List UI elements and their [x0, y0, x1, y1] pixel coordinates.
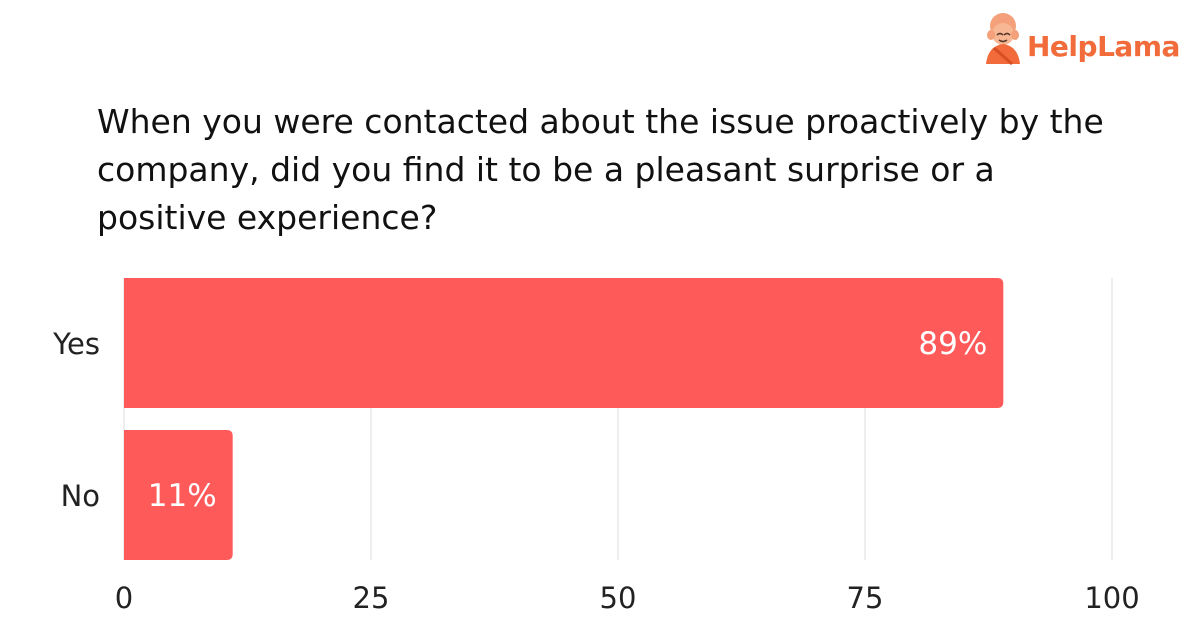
chart-title-line: company, did you find it to be a pleasan…	[97, 150, 995, 189]
bar	[124, 278, 1004, 408]
brand-logo	[986, 13, 1020, 66]
x-tick-label: 100	[1084, 581, 1139, 615]
x-tick-label: 50	[600, 581, 637, 615]
bar-value-label: 11%	[148, 478, 217, 514]
chart-title-line: positive experience?	[97, 198, 438, 237]
brand-name-part2: Lama	[1097, 30, 1180, 63]
chart-title-line: When you were contacted about the issue …	[97, 102, 1104, 141]
category-label: No	[61, 479, 100, 513]
brand-name-part1: Help	[1027, 30, 1098, 63]
x-tick-label: 75	[847, 581, 884, 615]
brand-name: HelpLama	[1027, 30, 1180, 63]
x-tick-label: 25	[353, 581, 390, 615]
category-label: Yes	[52, 327, 100, 361]
chart-title: When you were contacted about the issue …	[97, 98, 1157, 242]
bar-value-label: 89%	[918, 326, 987, 362]
lama-mascot-icon	[986, 13, 1020, 66]
x-tick-label: 0	[115, 581, 133, 615]
bar	[124, 430, 233, 560]
